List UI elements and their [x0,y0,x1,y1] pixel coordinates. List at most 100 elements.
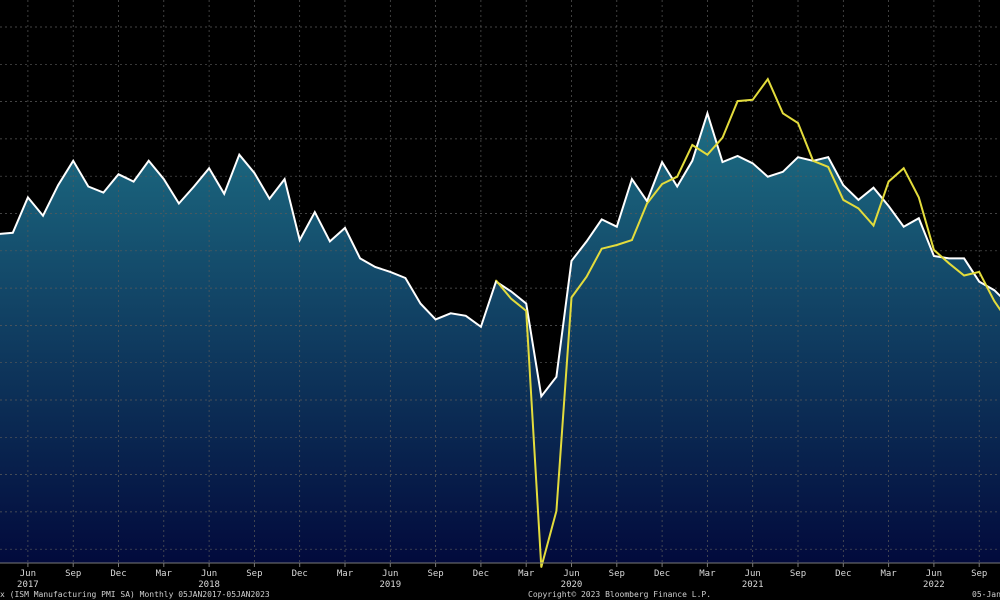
data-point-pmi [253,172,256,174]
data-point-pmi [887,205,890,207]
data-point-pmi [767,175,769,178]
data-point-pmi [827,156,829,158]
data-point-pmi [72,160,74,162]
data-point-yellow [963,274,965,277]
data-point-pmi [706,112,709,115]
x-tick-label-month: Mar [880,569,897,579]
data-point-pmi [465,315,467,317]
x-tick-label-year: 2020 [561,580,583,590]
data-point-pmi [178,202,180,205]
data-point-yellow [948,262,950,265]
data-point-pmi [132,180,135,183]
x-tick-label-month: Jun [926,569,942,579]
x-tick-label-month: Jun [382,569,398,579]
data-point-yellow [631,239,633,241]
data-point-pmi [374,266,377,268]
data-point-pmi [480,326,482,328]
x-tick-label-year: 2017 [17,580,39,590]
data-point-pmi [600,218,603,221]
x-tick-label-month: Mar [156,569,173,579]
data-point-pmi [329,240,331,243]
data-point-pmi [631,178,633,180]
data-point-pmi [27,196,29,199]
data-point-pmi [389,271,392,273]
x-tick-label-year: 2019 [379,580,401,590]
data-point-yellow [812,160,814,162]
x-tick-label-month: Jun [20,569,36,579]
data-point-yellow [661,183,663,185]
data-point-pmi [223,193,225,195]
data-point-pmi [510,290,512,293]
data-point-pmi [117,173,120,176]
x-tick-label-month: Sep [971,569,987,579]
data-point-pmi [147,160,150,162]
data-point-yellow [691,144,694,146]
data-point-pmi [193,185,195,188]
data-point-pmi [42,214,44,217]
series-line-yellow [495,77,1000,568]
data-point-pmi [933,255,935,257]
data-point-pmi [902,225,905,228]
data-point-pmi [404,277,407,279]
x-tick-label-month: Jun [563,569,579,579]
data-point-yellow [540,566,543,568]
x-tick-label-month: Mar [337,569,354,579]
data-point-pmi [449,312,452,315]
data-point-pmi [691,160,694,162]
data-point-yellow [797,122,799,124]
x-tick-label-month: Sep [246,569,262,579]
data-point-pmi [344,227,346,229]
data-point-yellow [676,175,678,178]
data-point-pmi [661,161,663,163]
x-tick-label-month: Sep [427,569,443,579]
data-point-yellow [510,297,512,300]
data-point-pmi [797,156,799,158]
data-point-yellow [570,296,573,299]
data-point-pmi [646,200,648,202]
data-point-pmi [842,184,845,186]
data-point-pmi [298,239,301,241]
x-tick-label-month: Dec [473,569,489,579]
data-point-pmi [721,161,724,163]
data-point-yellow [555,510,558,512]
data-point-yellow [767,78,769,80]
data-point-yellow [495,279,497,282]
data-point-pmi [57,184,59,186]
data-point-pmi [555,376,558,378]
data-point-yellow [978,271,980,273]
x-tick-label-month: Dec [654,569,670,579]
data-point-yellow [842,199,845,201]
data-point-pmi [918,217,920,219]
data-point-yellow [887,180,890,183]
data-point-yellow [736,100,739,102]
x-tick-label-year: 2021 [742,580,764,590]
data-point-pmi [751,162,754,165]
data-point-pmi [12,232,14,234]
x-tick-label-month: Dec [835,569,851,579]
data-point-pmi [857,199,860,201]
data-point-pmi [87,185,90,188]
data-point-pmi [585,240,588,243]
data-point-yellow [933,249,935,251]
data-point-pmi [525,302,527,305]
x-tick-label-month: Jun [745,569,761,579]
footer-right: 05-Jan [972,590,1000,599]
data-point-yellow [646,202,648,205]
x-tick-label-month: Mar [518,569,535,579]
data-point-pmi [163,178,165,180]
data-point-pmi [208,167,210,169]
x-tick-label-month: Dec [110,569,126,579]
footer-left: x (ISM Manufacturing PMI SA) Monthly 05J… [0,590,270,599]
data-point-yellow [721,136,724,139]
data-point-pmi [540,395,543,398]
data-point-yellow [751,99,754,101]
data-point-yellow [918,196,920,199]
data-point-pmi [963,257,965,260]
x-tick-label-month: Dec [292,569,308,579]
data-point-yellow [857,207,860,210]
data-point-pmi [570,260,573,262]
data-point-pmi [102,191,105,194]
data-point-pmi [676,185,678,188]
